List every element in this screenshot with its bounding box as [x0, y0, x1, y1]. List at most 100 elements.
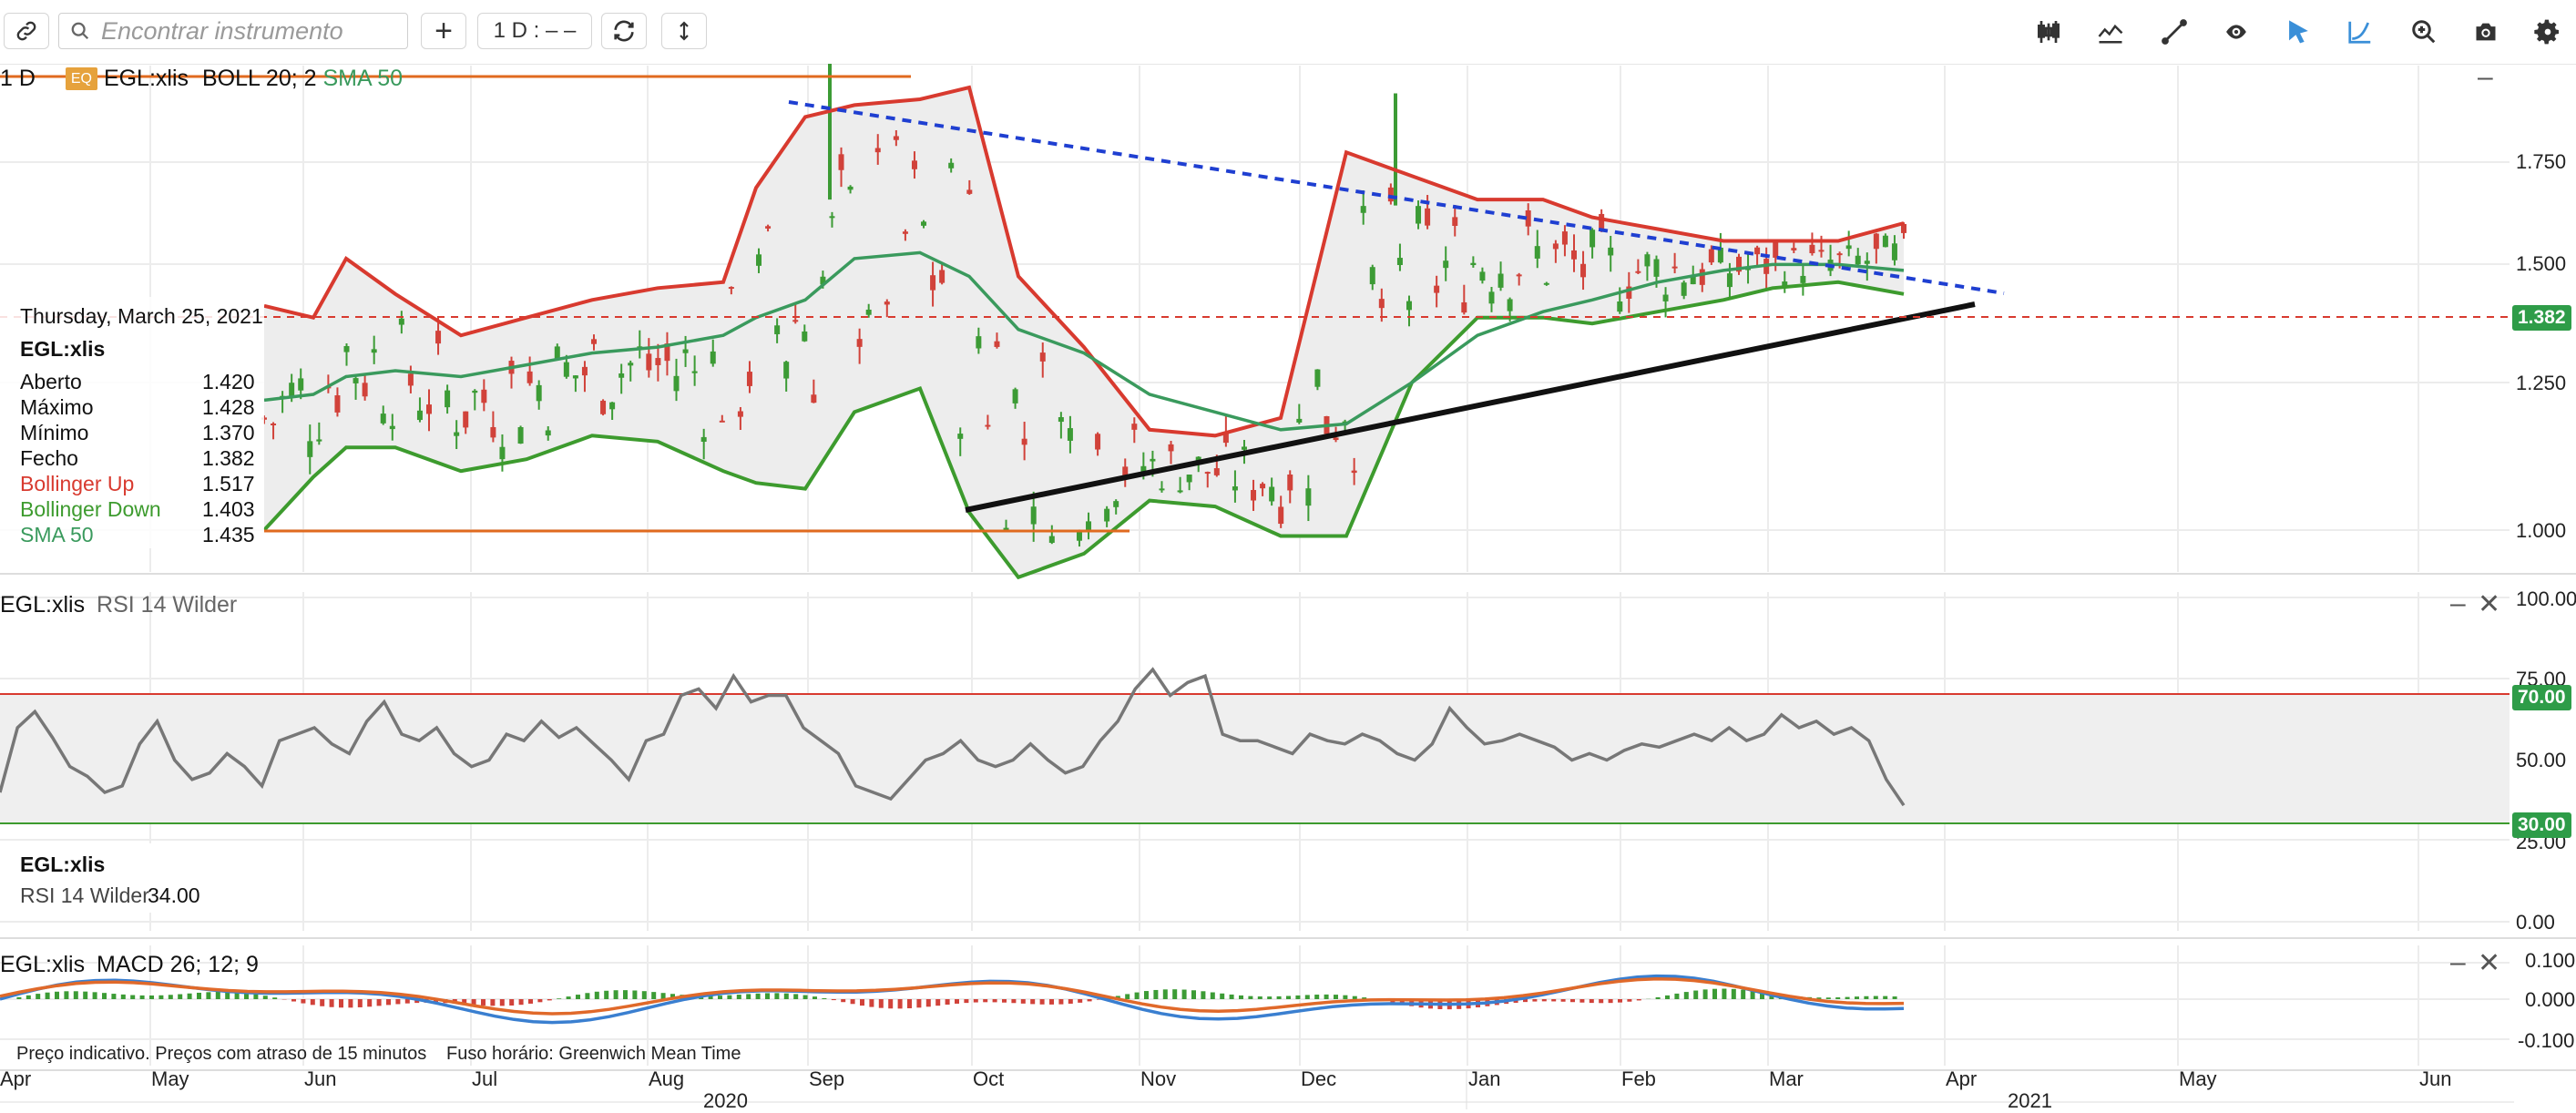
macd-histogram-bar — [974, 999, 978, 1003]
candle-body — [1865, 260, 1870, 263]
macd-histogram-bar — [1618, 999, 1622, 1003]
data-row-value: 1.420 — [202, 370, 255, 394]
x-tick-month: Oct — [973, 1067, 1004, 1091]
candle-body — [334, 395, 340, 413]
macd-histogram-bar — [832, 999, 836, 1000]
macd-histogram-bar — [1305, 995, 1310, 999]
minimize-main-icon[interactable]: – — [2478, 62, 2493, 93]
price-pane[interactable] — [0, 64, 2510, 577]
candle-body — [1800, 276, 1805, 283]
add-button[interactable]: + — [421, 13, 466, 49]
macd-histogram-bar — [1135, 993, 1140, 999]
macd-histogram-bar — [1220, 994, 1224, 999]
macd-histogram-bar — [604, 991, 608, 999]
candle-body — [857, 339, 863, 347]
candle-body — [426, 404, 432, 414]
zoom-icon — [2410, 18, 2438, 46]
macd-histogram-bar — [395, 999, 400, 1004]
macd-histogram-bar — [935, 999, 940, 1006]
close-rsi-icon[interactable]: ✕ — [2478, 588, 2500, 620]
candle-body — [1517, 274, 1522, 276]
candle-body — [1187, 475, 1192, 482]
interval-button[interactable]: 1 D : – – — [477, 13, 592, 49]
macd-histogram-bar — [1021, 999, 1026, 1004]
candle-body — [527, 372, 533, 383]
link-button[interactable] — [4, 13, 49, 49]
macd-histogram-bar — [1864, 996, 1868, 999]
candle-body — [1617, 301, 1622, 311]
candle-body — [783, 362, 789, 378]
macd-histogram-bar — [206, 992, 210, 999]
macd-histogram-bar — [1656, 997, 1661, 999]
candle-body — [307, 441, 312, 456]
macd-histogram-bar — [1230, 995, 1234, 999]
x-tick-month: Apr — [1946, 1067, 1977, 1091]
search-box[interactable] — [58, 13, 408, 49]
candle-body — [1443, 260, 1448, 268]
rsi-pane[interactable] — [0, 669, 2510, 823]
candle-body — [546, 430, 551, 435]
candle-body — [518, 427, 524, 444]
curve-button[interactable] — [2336, 13, 2385, 51]
macd-histogram-bar — [1201, 991, 1205, 999]
macd-histogram-bar — [1542, 999, 1547, 1001]
interval-text: 1 D — [0, 66, 36, 91]
candle-body — [1269, 487, 1274, 502]
candle-body — [1488, 291, 1494, 303]
settings-button[interactable] — [2523, 13, 2572, 51]
macd-histogram-bar — [1277, 996, 1282, 999]
data-row-label: Fecho — [20, 446, 78, 471]
rsi-tick-0: 0.00 — [2516, 911, 2555, 934]
indicators-button[interactable] — [2086, 13, 2135, 51]
search-input[interactable] — [99, 16, 394, 46]
macd-histogram-bar — [851, 999, 855, 1004]
macd-histogram-bar — [1049, 999, 1054, 1005]
macd-histogram-bar — [869, 999, 874, 1007]
candle-body — [1058, 417, 1064, 422]
macd-histogram-bar — [216, 992, 220, 999]
macd-histogram-bar — [1125, 994, 1130, 999]
candle-body — [1031, 506, 1037, 524]
macd-histogram-bar — [727, 996, 731, 999]
macd-histogram-bar — [509, 999, 514, 1006]
snapshot-button[interactable] — [2461, 13, 2510, 51]
macd-histogram-bar — [1627, 999, 1631, 1002]
macd-histogram-bar — [1590, 999, 1594, 1003]
macd-histogram-bar — [348, 999, 353, 1007]
chart-type-button[interactable] — [2024, 13, 2073, 51]
y-tick-1250: 1.250 — [2516, 372, 2566, 395]
sma-label: SMA 50 — [323, 66, 404, 91]
close-macd-icon[interactable]: ✕ — [2478, 947, 2500, 979]
timezone-note: Fuso horário: Greenwich Mean Time — [446, 1044, 741, 1065]
y-tick-1750: 1.750 — [2516, 150, 2566, 174]
draw-line-button[interactable] — [2150, 13, 2199, 51]
candle-body — [1287, 475, 1293, 490]
candle-body — [1846, 245, 1852, 249]
macd-histogram-bar — [386, 999, 391, 1005]
candle-body — [1461, 302, 1467, 312]
cursor-button[interactable] — [2274, 13, 2323, 51]
candle-body — [344, 346, 350, 352]
macd-histogram-bar — [405, 999, 410, 1004]
last-price-badge: 1.382 — [2512, 305, 2571, 331]
macd-histogram-bar — [46, 993, 50, 999]
minimize-macd-icon[interactable]: – — [2450, 947, 2466, 978]
candle-body — [353, 378, 359, 383]
vertical-scale-button[interactable] — [661, 13, 707, 49]
refresh-button[interactable] — [601, 13, 647, 49]
macd-histogram-bar — [500, 999, 505, 1006]
candle-body — [985, 425, 990, 427]
visibility-button[interactable] — [2212, 13, 2261, 51]
chart-area[interactable] — [0, 64, 2576, 1109]
candle-body — [1452, 217, 1457, 226]
candle-body — [1590, 230, 1595, 247]
macd-histogram-bar — [632, 990, 637, 999]
candle-body — [1049, 536, 1055, 543]
candle-body — [435, 331, 441, 343]
macd-histogram-bar — [557, 998, 561, 999]
candle-body — [1095, 434, 1100, 449]
toolbar: + 1 D : – – — [0, 0, 2576, 65]
minimize-rsi-icon[interactable]: – — [2450, 588, 2466, 619]
zoom-button[interactable] — [2399, 13, 2448, 51]
candle-body — [1397, 258, 1403, 265]
